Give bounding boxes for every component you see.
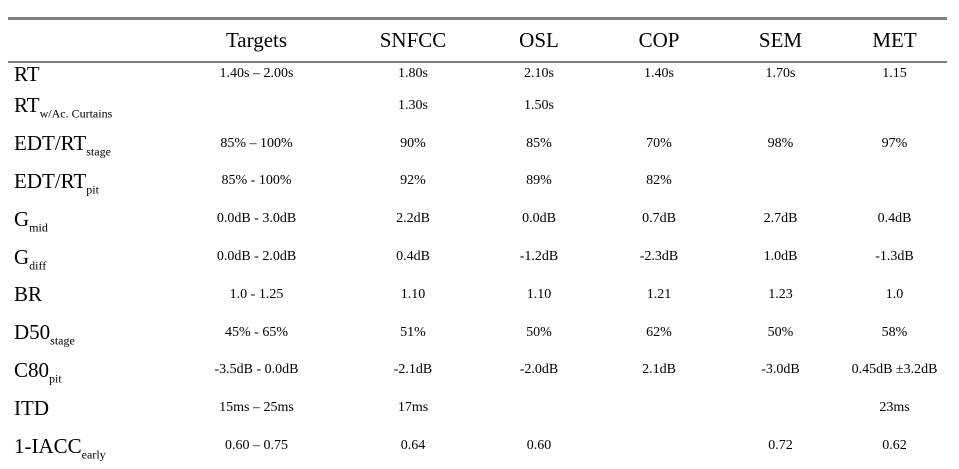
table-cell <box>166 87 347 125</box>
table-row: BR 1.0 - 1.25 1.10 1.10 1.21 1.23 1.0 <box>8 276 947 314</box>
table-row: Gdiff 0.0dB - 2.0dB 0.4dB -1.2dB -2.3dB … <box>8 238 947 276</box>
table-top-rule <box>8 17 947 20</box>
table-cell: 1.10 <box>400 286 426 302</box>
table-cell: 1.21 <box>646 286 672 302</box>
table-cell: 0.45dB ±3.2dB <box>851 362 938 378</box>
table-cell: 70% <box>646 135 672 151</box>
table-cell: 85% - 100% <box>221 173 292 189</box>
table-row: D50stage 45% - 65% 51% 50% 62% 50% 58% <box>8 314 947 352</box>
row-label: 1-IACCearly <box>14 433 106 461</box>
table-row: RT 1.40s – 2.00s 1.80s 2.10s 1.40s 1.70s… <box>8 61 947 87</box>
table-cell: 89% <box>526 173 552 189</box>
row-label: RT <box>14 61 40 86</box>
table-cell: 0.60 – 0.75 <box>225 438 288 454</box>
table-cell: 2.10s <box>524 66 554 81</box>
table-cell: -1.2dB <box>519 249 559 265</box>
table-row: EDT/RTstage 85% – 100% 90% 85% 70% 98% 9… <box>8 125 947 163</box>
table-cell <box>719 163 842 201</box>
row-label: D50stage <box>14 320 75 348</box>
table-cell: 1.10 <box>526 286 552 302</box>
table-cell: 0.0dB - 2.0dB <box>216 249 297 265</box>
table-cell: 0.4dB <box>396 249 430 265</box>
row-label: RTw/Ac. Curtains <box>14 93 113 121</box>
table-cell: 1.23 <box>768 286 793 302</box>
row-label: Gdiff <box>14 244 47 272</box>
table-row: RTw/Ac. Curtains 1.30s 1.50s <box>8 87 947 125</box>
table-cell: 62% <box>646 324 672 340</box>
row-label: EDT/RTpit <box>14 168 99 197</box>
header-row: Targets SNFCC OSL COP SEM MET <box>8 20 947 61</box>
table-cell: 92% <box>400 173 426 189</box>
table-cell: 2.1dB <box>642 362 676 378</box>
table-cell: 2.2dB <box>396 211 430 227</box>
row-label: BR <box>14 282 43 307</box>
table-cell: 17ms <box>397 400 429 416</box>
table-cell <box>842 163 947 201</box>
table-cell: 97% <box>881 135 908 151</box>
table-cell: -1.3dB <box>875 249 914 265</box>
table-cell: 1.30s <box>398 97 428 113</box>
table-cell <box>719 87 842 125</box>
table-cell: 0.0dB - 3.0dB <box>216 211 297 227</box>
table-row: ITD 15ms – 25ms 17ms 23ms <box>8 389 947 427</box>
table-cell: 1.40s <box>644 66 674 81</box>
header-cell-met: MET <box>872 28 917 52</box>
table-cell: 1.0 - 1.25 <box>229 286 284 302</box>
table-cell: 90% <box>400 135 426 151</box>
table-cell: 1.0dB <box>763 249 798 265</box>
table-cell: 0.64 <box>400 438 426 454</box>
table-cell <box>479 389 599 427</box>
table-cell: 0.60 <box>526 438 552 454</box>
acoustic-parameters-table: Targets SNFCC OSL COP SEM MET RT 1.40s –… <box>8 20 947 465</box>
table-cell: 1.0 <box>885 286 904 302</box>
header-cell-sem: SEM <box>758 28 803 52</box>
table-cell: -2.0dB <box>519 362 559 378</box>
table-cell: 15ms – 25ms <box>219 400 294 416</box>
table-header-rule <box>8 61 947 63</box>
table-cell: 50% <box>767 324 794 340</box>
row-label: C80pit <box>14 357 62 386</box>
table-cell: -3.5dB - 0.0dB <box>214 362 299 378</box>
table-cell: 23ms <box>879 400 910 416</box>
row-label: EDT/RTstage <box>14 131 111 159</box>
table-cell <box>599 427 719 465</box>
table-cell: 45% - 65% <box>225 324 288 340</box>
table-cell: 85% – 100% <box>220 135 293 151</box>
table-cell: 51% <box>400 324 426 340</box>
table-cell: -2.1dB <box>393 362 433 378</box>
table-cell: 0.72 <box>768 438 793 454</box>
table-cell <box>599 389 719 427</box>
header-cell-cop: COP <box>638 28 680 52</box>
table-cell: -2.3dB <box>639 249 679 265</box>
table-cell <box>719 389 842 427</box>
row-label: ITD <box>14 395 49 420</box>
table-cell: 2.7dB <box>763 211 798 227</box>
table-cell: 0.7dB <box>642 211 676 227</box>
table-cell: 1.40s – 2.00s <box>219 66 294 81</box>
table-cell: 85% <box>526 135 552 151</box>
header-cell-targets: Targets <box>225 28 288 52</box>
table-row: C80pit -3.5dB - 0.0dB -2.1dB -2.0dB 2.1d… <box>8 352 947 390</box>
table-cell: 1.50s <box>524 97 554 113</box>
header-cell-osl: OSL <box>519 28 559 52</box>
table-cell: 1.15 <box>882 66 907 81</box>
header-cell-snfcc: SNFCC <box>379 28 447 52</box>
row-label: Gmid <box>14 206 48 235</box>
table-cell: -3.0dB <box>761 362 800 378</box>
table-cell <box>842 87 947 125</box>
table-cell: 50% <box>526 324 552 340</box>
table-cell: 1.70s <box>765 66 796 81</box>
table-row: EDT/RTpit 85% - 100% 92% 89% 82% <box>8 163 947 201</box>
table-cell: 58% <box>881 324 908 340</box>
table-row: Gmid 0.0dB - 3.0dB 2.2dB 0.0dB 0.7dB 2.7… <box>8 200 947 238</box>
table-cell: 0.62 <box>882 438 907 454</box>
table-cell: 0.4dB <box>877 211 912 227</box>
table-cell: 1.80s <box>398 66 428 81</box>
header-cell-param <box>8 20 166 61</box>
table-cell <box>599 87 719 125</box>
table-row: 1-IACCearly 0.60 – 0.75 0.64 0.60 0.72 0… <box>8 427 947 465</box>
table-cell: 98% <box>767 135 794 151</box>
table-cell: 82% <box>646 173 672 189</box>
table-cell: 0.0dB <box>522 211 556 227</box>
